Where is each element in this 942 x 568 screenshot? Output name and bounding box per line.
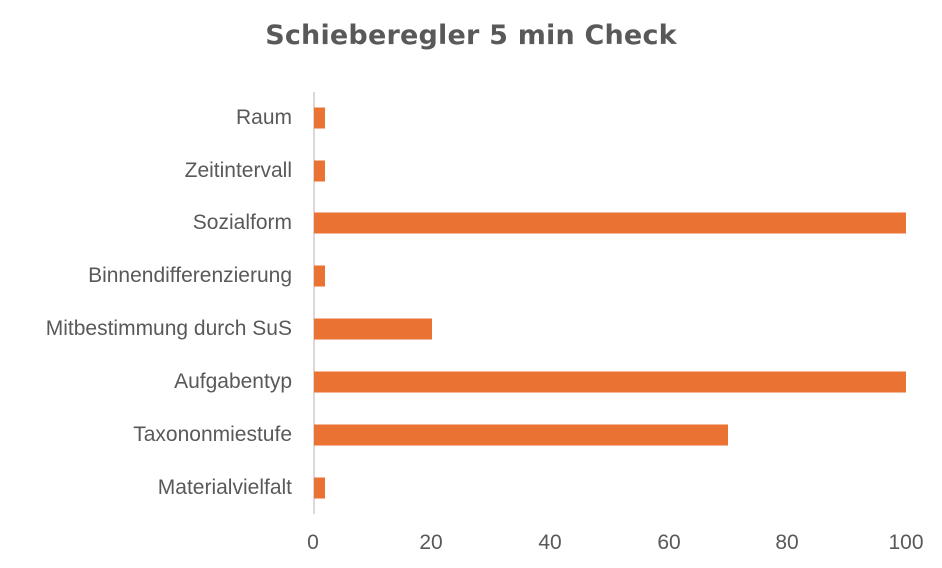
- x-tick-label: 40: [538, 531, 562, 554]
- bar: [314, 371, 906, 393]
- bar: [314, 318, 432, 340]
- x-tick-label: 20: [419, 531, 443, 554]
- category-label: Materialvielfalt: [157, 476, 292, 499]
- category-label: Taxononmiestufe: [133, 423, 292, 446]
- x-tick-label: 0: [307, 531, 319, 554]
- y-axis-line: [313, 92, 315, 514]
- chart-title: Schieberegler 5 min Check: [265, 20, 677, 51]
- category-label: Raum: [235, 106, 292, 129]
- category-label: Aufgabentyp: [174, 370, 292, 393]
- bar: [314, 265, 325, 287]
- bar: [314, 212, 906, 234]
- bar: [314, 160, 325, 182]
- category-label: Binnendifferenzierung: [88, 264, 292, 287]
- bar: [314, 107, 325, 129]
- category-label: Mitbestimmung durch SuS: [45, 317, 292, 340]
- x-tick-label: 100: [888, 531, 924, 554]
- category-label: Zeitintervall: [184, 159, 292, 182]
- bar: [314, 477, 325, 499]
- x-tick-label: 60: [657, 531, 681, 554]
- category-label: Sozialform: [192, 211, 292, 234]
- bar: [314, 424, 729, 446]
- x-tick-label: 80: [775, 531, 799, 554]
